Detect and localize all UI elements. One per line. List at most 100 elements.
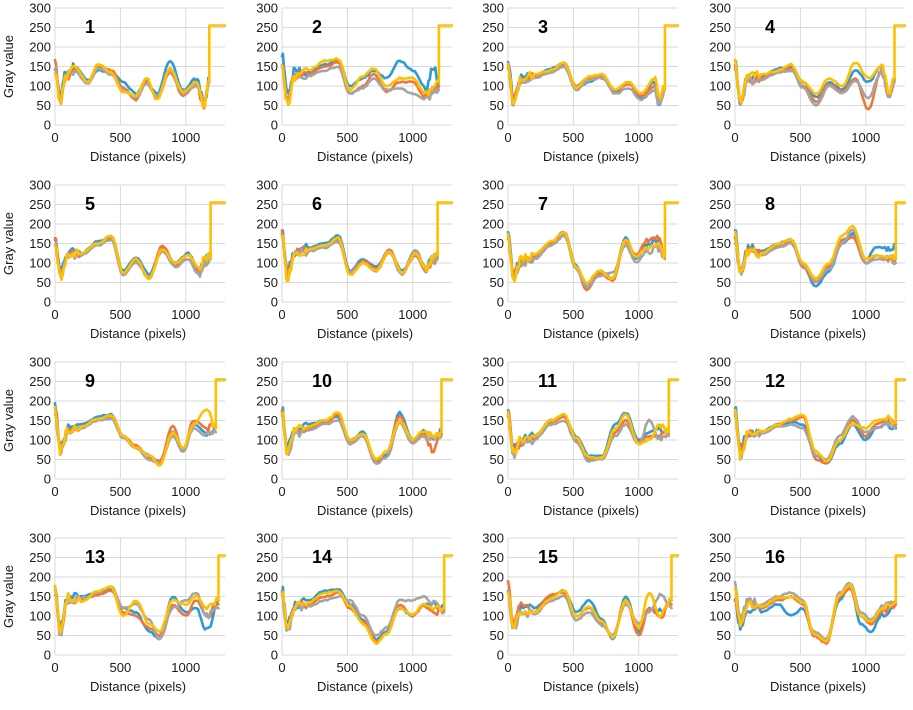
panel-number: 8 — [765, 194, 775, 214]
x-tick-label: 500 — [790, 130, 812, 145]
series-line-s2 — [733, 63, 896, 111]
y-tick-label: 50 — [37, 98, 51, 113]
y-tick-label: 150 — [709, 236, 731, 251]
y-tick-label: 200 — [256, 40, 278, 55]
y-axis-label: Gray value — [1, 212, 16, 275]
y-tick-label: 0 — [724, 295, 731, 310]
panel-number: 9 — [85, 371, 95, 391]
x-axis-label: Distance (pixels) — [317, 149, 413, 164]
y-tick-label: 50 — [490, 628, 504, 643]
y-tick-label: 100 — [482, 609, 504, 624]
y-tick-label: 100 — [29, 609, 51, 624]
y-tick-label: 150 — [709, 413, 731, 428]
x-axis-label: Distance (pixels) — [543, 503, 639, 518]
y-tick-label: 200 — [482, 217, 504, 232]
series-line-s3 — [53, 410, 218, 465]
x-tick-label: 500 — [337, 130, 359, 145]
y-tick-label: 200 — [29, 40, 51, 55]
series-line-s4 — [53, 554, 227, 635]
y-tick-label: 100 — [29, 79, 51, 94]
series-line-s4 — [733, 201, 907, 281]
series-line-s3 — [280, 413, 443, 465]
y-tick-label: 150 — [482, 59, 504, 74]
y-tick-label: 200 — [709, 217, 731, 232]
series-line-s4 — [280, 201, 454, 283]
x-tick-label: 500 — [563, 130, 585, 145]
x-axis-label: Distance (pixels) — [543, 679, 639, 694]
y-tick-label: 200 — [256, 570, 278, 585]
x-tick-label: 1000 — [398, 130, 427, 145]
y-tick-label: 250 — [256, 550, 278, 565]
y-tick-label: 100 — [482, 256, 504, 271]
y-tick-label: 300 — [709, 355, 731, 370]
series-line-s4 — [506, 201, 680, 285]
panel-number: 1 — [85, 17, 95, 37]
x-axis-label: Distance (pixels) — [770, 679, 866, 694]
y-tick-label: 300 — [256, 178, 278, 193]
x-tick-label: 0 — [504, 130, 511, 145]
x-tick-label: 0 — [504, 660, 511, 675]
panel-3: 0 50 100 150 200 250 300 0 500 1000 Distance (pixe… — [482, 1, 680, 164]
y-tick-label: 250 — [709, 20, 731, 35]
y-tick-label: 250 — [709, 374, 731, 389]
y-tick-label: 300 — [29, 178, 51, 193]
x-tick-label: 500 — [110, 660, 132, 675]
y-tick-label: 150 — [29, 59, 51, 74]
series-line-s3 — [280, 594, 446, 637]
y-tick-label: 150 — [709, 589, 731, 604]
x-tick-label: 1000 — [624, 307, 653, 322]
panel-number: 12 — [765, 371, 785, 391]
x-axis-label: Distance (pixels) — [90, 149, 186, 164]
series-line-s4 — [280, 24, 454, 107]
x-axis-label: Distance (pixels) — [770, 326, 866, 341]
x-tick-label: 0 — [51, 130, 58, 145]
series-line-s4 — [53, 24, 227, 108]
y-tick-label: 300 — [482, 355, 504, 370]
x-tick-label: 0 — [51, 307, 58, 322]
y-tick-label: 50 — [490, 275, 504, 290]
y-tick-label: 200 — [256, 217, 278, 232]
x-tick-label: 0 — [731, 307, 738, 322]
x-tick-label: 1000 — [171, 484, 200, 499]
y-tick-label: 0 — [271, 472, 278, 487]
x-tick-label: 1000 — [171, 307, 200, 322]
y-tick-label: 100 — [709, 433, 731, 448]
y-axis-label: Gray value — [1, 565, 16, 628]
panel-12: 0 50 100 150 200 250 300 0 500 1000 Distance (pixe… — [709, 355, 907, 518]
y-tick-label: 100 — [709, 79, 731, 94]
y-tick-label: 250 — [709, 197, 731, 212]
y-tick-label: 50 — [264, 452, 278, 467]
y-tick-label: 150 — [29, 236, 51, 251]
panel-9: 0 50 100 150 200 250 300 0 500 1000 Distance (pixe… — [1, 355, 227, 518]
series-line-s2 — [53, 406, 218, 464]
series-line-s1 — [506, 60, 667, 106]
x-tick-label: 0 — [278, 130, 285, 145]
y-tick-label: 50 — [264, 275, 278, 290]
series-line-s1 — [53, 584, 220, 641]
y-tick-label: 250 — [482, 197, 504, 212]
x-axis-label: Distance (pixels) — [90, 679, 186, 694]
y-tick-label: 0 — [271, 295, 278, 310]
panel-10: 0 50 100 150 200 250 300 0 500 1000 Distance (pixe… — [256, 355, 454, 518]
y-tick-label: 250 — [29, 550, 51, 565]
y-tick-label: 0 — [724, 648, 731, 663]
series-line-s4 — [280, 554, 454, 646]
y-tick-label: 150 — [256, 413, 278, 428]
y-tick-label: 150 — [29, 413, 51, 428]
y-tick-label: 300 — [482, 178, 504, 193]
x-axis-label: Distance (pixels) — [770, 149, 866, 164]
y-tick-label: 300 — [482, 531, 504, 546]
panel-number: 16 — [765, 547, 785, 567]
x-tick-label: 1000 — [851, 307, 880, 322]
y-tick-label: 100 — [256, 79, 278, 94]
y-tick-label: 200 — [709, 394, 731, 409]
y-tick-label: 250 — [256, 20, 278, 35]
series-line-s4 — [733, 378, 907, 463]
x-tick-label: 0 — [504, 484, 511, 499]
x-tick-label: 0 — [731, 484, 738, 499]
y-tick-label: 50 — [37, 452, 51, 467]
y-tick-label: 150 — [256, 589, 278, 604]
y-tick-label: 0 — [724, 472, 731, 487]
y-tick-label: 100 — [29, 433, 51, 448]
y-tick-label: 200 — [482, 570, 504, 585]
